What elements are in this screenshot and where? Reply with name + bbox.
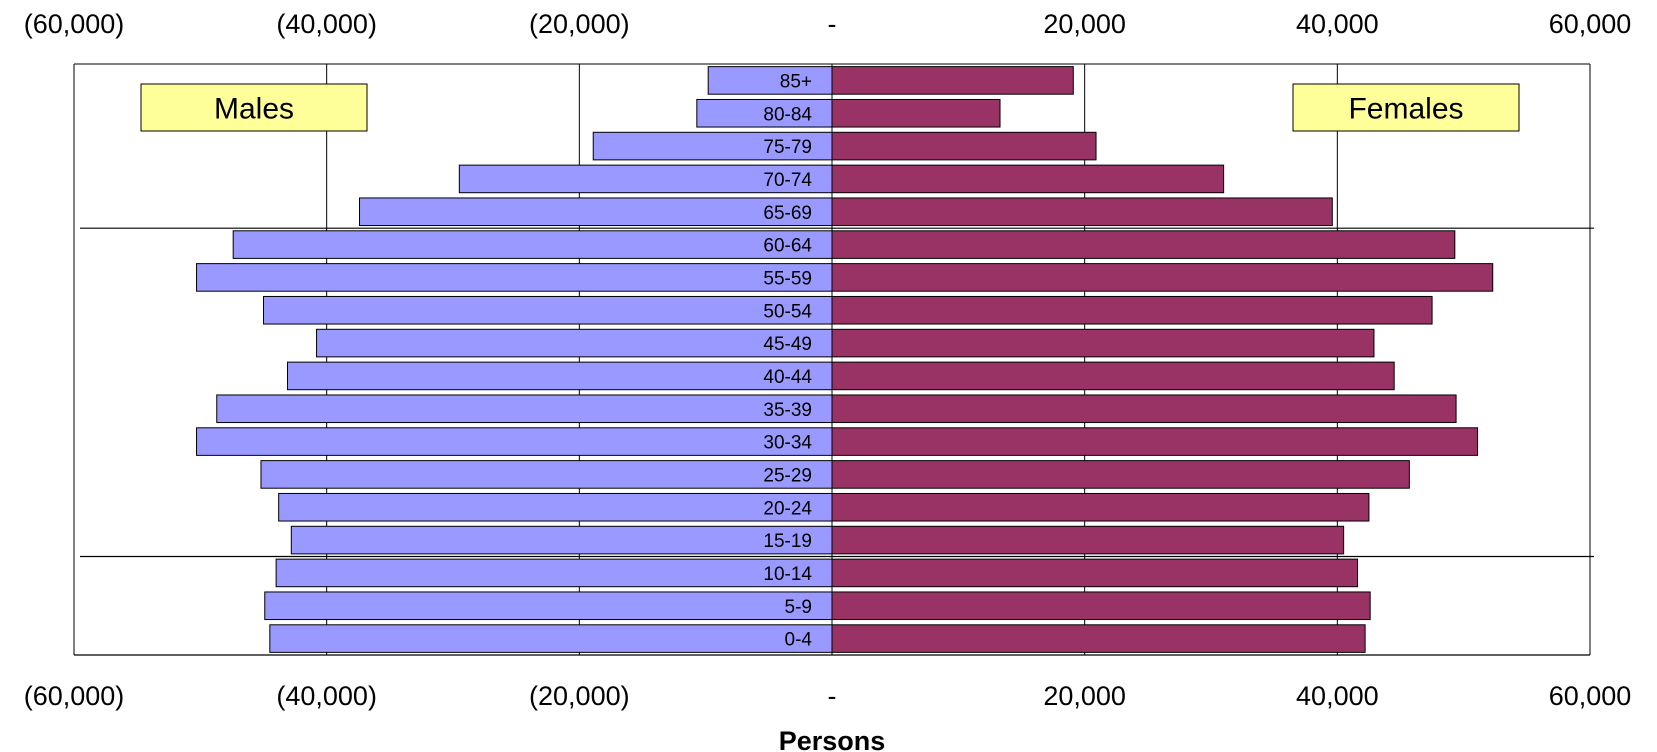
category-label: 40-44 bbox=[763, 367, 812, 388]
females-bar bbox=[831, 558, 1359, 588]
males-bar bbox=[458, 164, 833, 194]
category-label: 30-34 bbox=[763, 433, 812, 454]
males-bar bbox=[707, 66, 833, 95]
males-bar bbox=[278, 492, 833, 522]
males-bar bbox=[196, 263, 833, 292]
females-bar bbox=[831, 263, 1494, 292]
females-bar bbox=[831, 131, 1097, 161]
x-tick-label-bottom: (40,000) bbox=[276, 681, 377, 711]
females-bar bbox=[831, 525, 1345, 555]
category-label: 35-39 bbox=[763, 400, 812, 421]
females-bar bbox=[831, 230, 1456, 259]
females-legend-label: Females bbox=[1348, 93, 1463, 126]
females-bar bbox=[831, 460, 1410, 489]
category-label: 65-69 bbox=[763, 203, 812, 224]
category-label: 15-19 bbox=[763, 531, 812, 552]
males-bar bbox=[264, 591, 833, 621]
category-label: 45-49 bbox=[763, 334, 812, 355]
x-tick-label-bottom: 20,000 bbox=[1043, 681, 1126, 711]
category-label: 25-29 bbox=[763, 465, 812, 486]
females-bar bbox=[831, 492, 1370, 522]
males-bar bbox=[316, 328, 833, 358]
males-bar bbox=[263, 295, 833, 325]
x-tick-label-top: (40,000) bbox=[276, 9, 377, 39]
males-legend-label: Males bbox=[214, 93, 294, 126]
category-label: 80-84 bbox=[763, 104, 812, 125]
females-bar bbox=[831, 328, 1375, 358]
x-tick-label-top: 60,000 bbox=[1549, 9, 1632, 39]
category-label: 0-4 bbox=[785, 630, 813, 651]
x-tick-label-bottom: (20,000) bbox=[529, 681, 630, 711]
males-bar bbox=[287, 361, 833, 391]
x-tick-label-top: (60,000) bbox=[24, 9, 125, 39]
x-tick-label-top: 20,000 bbox=[1043, 9, 1126, 39]
males-bar bbox=[275, 558, 833, 588]
females-bar bbox=[831, 624, 1366, 653]
category-label: 5-9 bbox=[785, 597, 812, 618]
category-label: 60-64 bbox=[763, 236, 812, 257]
x-tick-label-top: 40,000 bbox=[1296, 9, 1379, 39]
category-label: 10-14 bbox=[763, 564, 812, 585]
males-bar bbox=[290, 525, 833, 555]
females-legend-box bbox=[1292, 83, 1520, 132]
category-label: 55-59 bbox=[763, 268, 812, 289]
x-tick-label-bottom: 40,000 bbox=[1296, 681, 1379, 711]
x-tick-label-bottom: 60,000 bbox=[1549, 681, 1632, 711]
females-bar bbox=[831, 197, 1333, 227]
females-bar bbox=[831, 427, 1479, 456]
x-tick-label-top: - bbox=[828, 9, 837, 39]
category-label: 75-79 bbox=[763, 137, 812, 158]
males-bar bbox=[196, 427, 833, 456]
males-bar bbox=[592, 131, 833, 161]
males-legend-box bbox=[140, 83, 368, 132]
males-bar bbox=[232, 230, 833, 259]
females-bar bbox=[831, 295, 1433, 325]
females-bar bbox=[831, 98, 1001, 128]
females-bar bbox=[831, 361, 1395, 391]
x-tick-label-top: (20,000) bbox=[529, 9, 630, 39]
females-bar bbox=[831, 66, 1074, 95]
males-bar bbox=[269, 624, 833, 653]
category-label: 50-54 bbox=[763, 301, 812, 322]
category-label: 85+ bbox=[780, 71, 812, 92]
category-label: 70-74 bbox=[763, 170, 812, 191]
males-bar bbox=[260, 460, 833, 489]
males-bar bbox=[359, 197, 833, 227]
females-bar bbox=[831, 591, 1371, 621]
females-bar bbox=[831, 164, 1225, 194]
category-label: 20-24 bbox=[763, 498, 812, 519]
females-bar bbox=[831, 394, 1457, 424]
x-axis-label: Persons bbox=[779, 726, 886, 752]
x-tick-label-bottom: - bbox=[828, 681, 837, 711]
males-bar bbox=[216, 394, 833, 424]
x-tick-label-bottom: (60,000) bbox=[24, 681, 125, 711]
